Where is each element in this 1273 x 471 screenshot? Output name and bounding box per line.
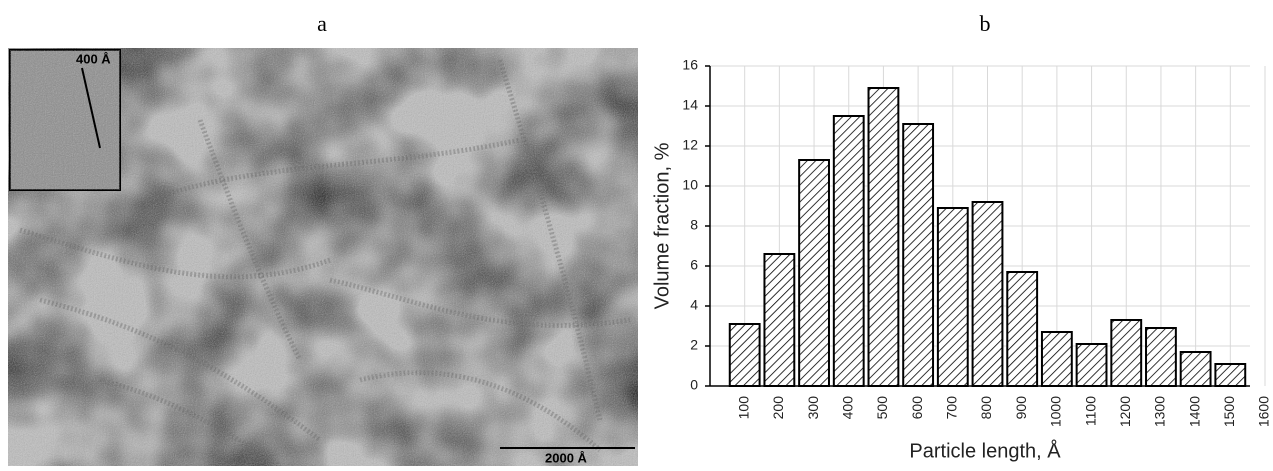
panel-label: b xyxy=(980,11,991,36)
x-tick-label: 800 xyxy=(978,396,994,420)
x-tick-label: 500 xyxy=(874,396,890,420)
x-tick-label: 900 xyxy=(1013,396,1029,420)
x-tick-label: 300 xyxy=(805,396,821,420)
x-tick-label: 400 xyxy=(839,396,855,420)
y-tick-label: 10 xyxy=(682,177,698,193)
x-tick-label: 1100 xyxy=(1082,396,1098,426)
x-tick-label: 200 xyxy=(770,396,786,420)
bar xyxy=(1110,319,1143,387)
bar xyxy=(728,323,761,387)
bar xyxy=(1179,351,1212,387)
y-tick-label: 0 xyxy=(690,377,698,393)
x-tick-label: 1500 xyxy=(1221,396,1237,427)
y-tick-label: 6 xyxy=(690,257,698,273)
x-tick-label: 700 xyxy=(944,396,960,420)
x-tick-label: 1200 xyxy=(1117,396,1133,427)
x-tick-label: 1400 xyxy=(1186,396,1202,427)
bar xyxy=(902,123,935,387)
y-axis-label: Volume fraction, % xyxy=(651,142,673,309)
y-tick-label: 8 xyxy=(690,217,698,233)
y-tick-label: 16 xyxy=(682,57,698,73)
panel-label: a xyxy=(317,11,327,36)
bar xyxy=(936,207,969,387)
x-tick-label: 100 xyxy=(735,396,751,420)
x-tick-label: 1000 xyxy=(1048,396,1064,427)
x-tick-label: 600 xyxy=(909,396,925,420)
bar xyxy=(1214,363,1247,387)
bar xyxy=(1145,327,1177,387)
bar xyxy=(832,115,865,387)
bar xyxy=(763,253,796,387)
y-tick-label: 4 xyxy=(690,297,698,313)
x-tick-label: 1300 xyxy=(1152,396,1168,427)
y-tick-label: 14 xyxy=(682,97,698,113)
bar xyxy=(971,201,1004,387)
bar xyxy=(867,87,900,387)
y-tick-label: 2 xyxy=(690,337,698,353)
bar xyxy=(1006,271,1039,387)
x-tick-label: 1600 xyxy=(1256,396,1272,427)
bar xyxy=(1075,343,1108,387)
micrograph: 400 Å 2000 Å xyxy=(8,48,638,469)
y-tick-label: 12 xyxy=(682,137,698,153)
inset-label: 400 Å xyxy=(76,51,111,66)
scale-bar-label: 2000 Å xyxy=(545,450,588,465)
x-axis-label: Particle length, Å xyxy=(909,439,1061,462)
bar xyxy=(1040,331,1073,387)
bar xyxy=(798,159,830,387)
